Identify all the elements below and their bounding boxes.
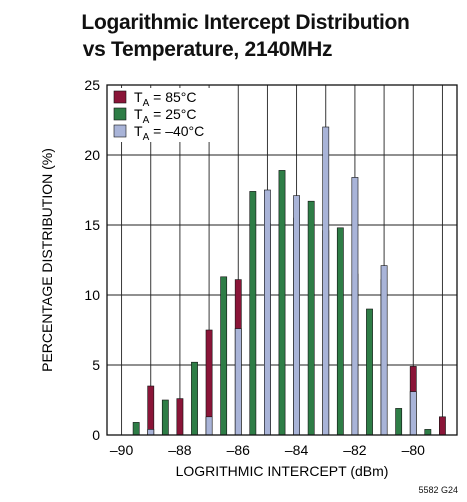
bar-series-2 <box>380 265 388 436</box>
y-tick-label: 20 <box>84 147 100 163</box>
bar-series-1 <box>249 191 257 436</box>
y-tick-label: 5 <box>92 357 100 373</box>
bar-series-1 <box>424 429 432 436</box>
bar-series-2 <box>409 391 417 436</box>
y-tick-label: 0 <box>92 427 100 443</box>
x-axis-label: LOGRITHMIC INTERCEPT (dBm) <box>176 463 389 479</box>
bar-series-0 <box>147 385 155 436</box>
bar-series-1 <box>336 227 344 436</box>
bar-series-2 <box>322 126 330 436</box>
legend-swatch <box>113 107 127 121</box>
legend: TA = 85°CTA = 25°CTA = –40°C <box>111 88 223 143</box>
y-axis-label: PERCENTAGE DISTRIBUTION (%) <box>39 148 55 372</box>
bar-series-2 <box>147 429 155 436</box>
bar-series-1 <box>191 361 198 436</box>
x-tick-label: –84 <box>285 442 309 458</box>
plot-frame <box>106 84 458 436</box>
x-tick-label: –90 <box>110 442 134 458</box>
x-tick-label: –88 <box>168 442 192 458</box>
legend-label: TA = 85°C <box>134 89 196 109</box>
y-tick-label: 10 <box>84 287 100 303</box>
x-tick-label: –82 <box>343 442 367 458</box>
figure-code: 5582 G24 <box>418 485 458 495</box>
chart-title-line-2: vs Temperature, 2140MHz <box>82 38 333 61</box>
x-tick-label: –86 <box>227 442 251 458</box>
legend-label: TA = 25°C <box>134 106 196 126</box>
bar-series-1 <box>132 422 140 436</box>
y-tick-label: 25 <box>84 77 100 93</box>
ticks: –90 –88 –86 –84 –82 –80 0 5 10 15 20 25 <box>84 77 425 458</box>
legend-background <box>111 88 223 142</box>
bar-series-2 <box>234 328 242 436</box>
bar-series-2 <box>293 195 300 436</box>
bar-series-1 <box>161 399 169 436</box>
y-tick-label: 15 <box>84 217 100 233</box>
legend-swatch <box>113 90 127 104</box>
x-tick-label: –80 <box>402 442 426 458</box>
bar-series-0 <box>176 398 184 436</box>
bar-series-2 <box>264 189 271 436</box>
chart-title-line-1: Logarithmic Intercept Distribution <box>81 11 410 34</box>
bar-series-0 <box>439 416 446 436</box>
bar-series-1 <box>366 308 373 436</box>
bar-series-2 <box>205 416 213 436</box>
bar-series-1 <box>395 408 403 436</box>
legend-swatch <box>113 124 127 138</box>
bar-series-1 <box>220 276 228 436</box>
legend-label: TA = –40°C <box>134 123 204 143</box>
bar-series-1 <box>278 170 286 436</box>
bar-series-2 <box>351 177 359 436</box>
bar-series-1 <box>307 200 315 436</box>
